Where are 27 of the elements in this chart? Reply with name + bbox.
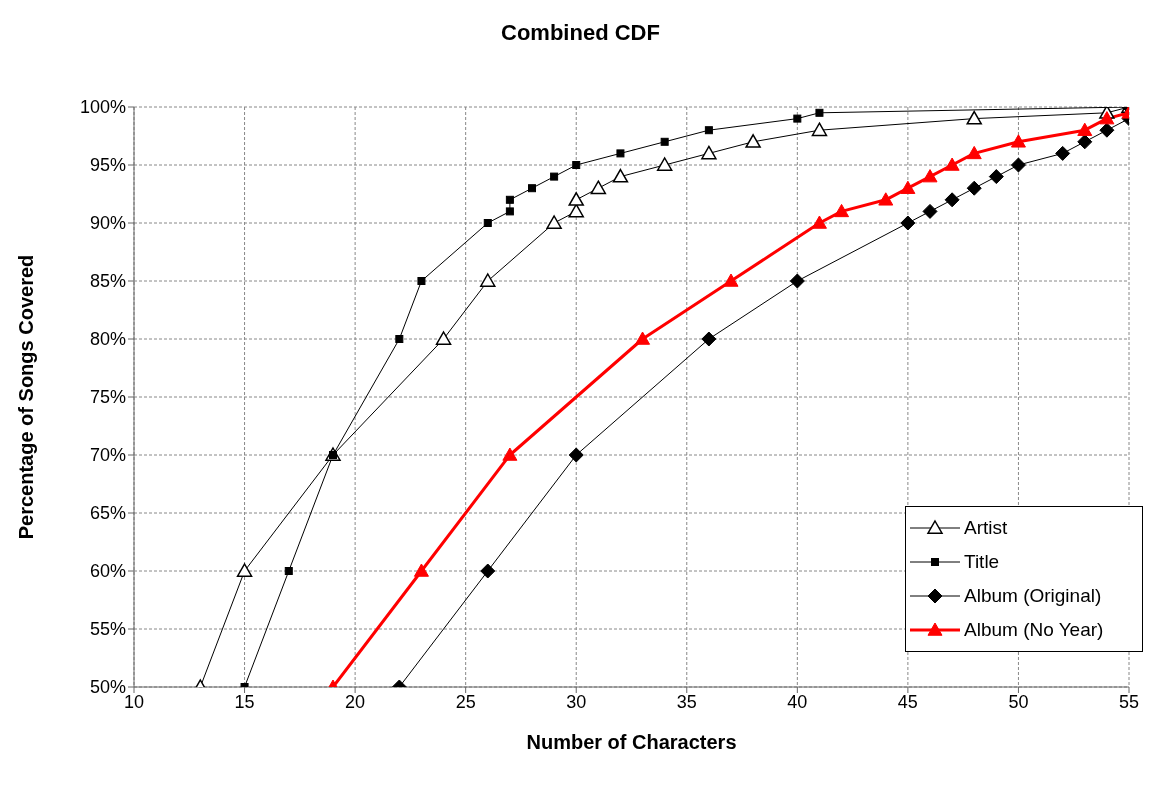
legend-label: Artist xyxy=(964,517,1008,539)
y-tick-label: 90% xyxy=(89,213,126,234)
x-tick-label: 35 xyxy=(676,691,697,712)
y-tick-label: 80% xyxy=(89,329,126,350)
y-tick-label: 55% xyxy=(89,619,126,640)
y-tick-label: 85% xyxy=(89,271,126,292)
y-tick-label: 60% xyxy=(89,561,126,582)
x-axis-title: Number of Characters xyxy=(526,731,737,753)
x-tick-label: 15 xyxy=(234,691,255,712)
y-tick-label: 70% xyxy=(89,445,126,466)
y-tick-label: 75% xyxy=(89,387,126,408)
x-tick-label: 30 xyxy=(566,691,587,712)
y-tick-label: 50% xyxy=(89,677,126,698)
legend-label: Album (No Year) xyxy=(964,619,1104,641)
y-tick-label: 95% xyxy=(89,155,126,176)
x-tick-label: 40 xyxy=(787,691,808,712)
x-tick-label: 55 xyxy=(1118,691,1140,712)
chart-title: Combined CDF xyxy=(500,20,661,46)
legend-label: Title xyxy=(964,551,1000,573)
x-tick-label: 50 xyxy=(1008,691,1029,712)
legend-label: Album (Original) xyxy=(964,585,1102,607)
y-tick-label: 65% xyxy=(89,503,126,524)
x-tick-label: 20 xyxy=(345,691,366,712)
y-tick-label: 100% xyxy=(79,97,126,118)
x-tick-label: 25 xyxy=(455,691,476,712)
x-tick-label: 45 xyxy=(897,691,918,712)
y-axis-title: Percentage of Songs Covered xyxy=(15,254,38,540)
